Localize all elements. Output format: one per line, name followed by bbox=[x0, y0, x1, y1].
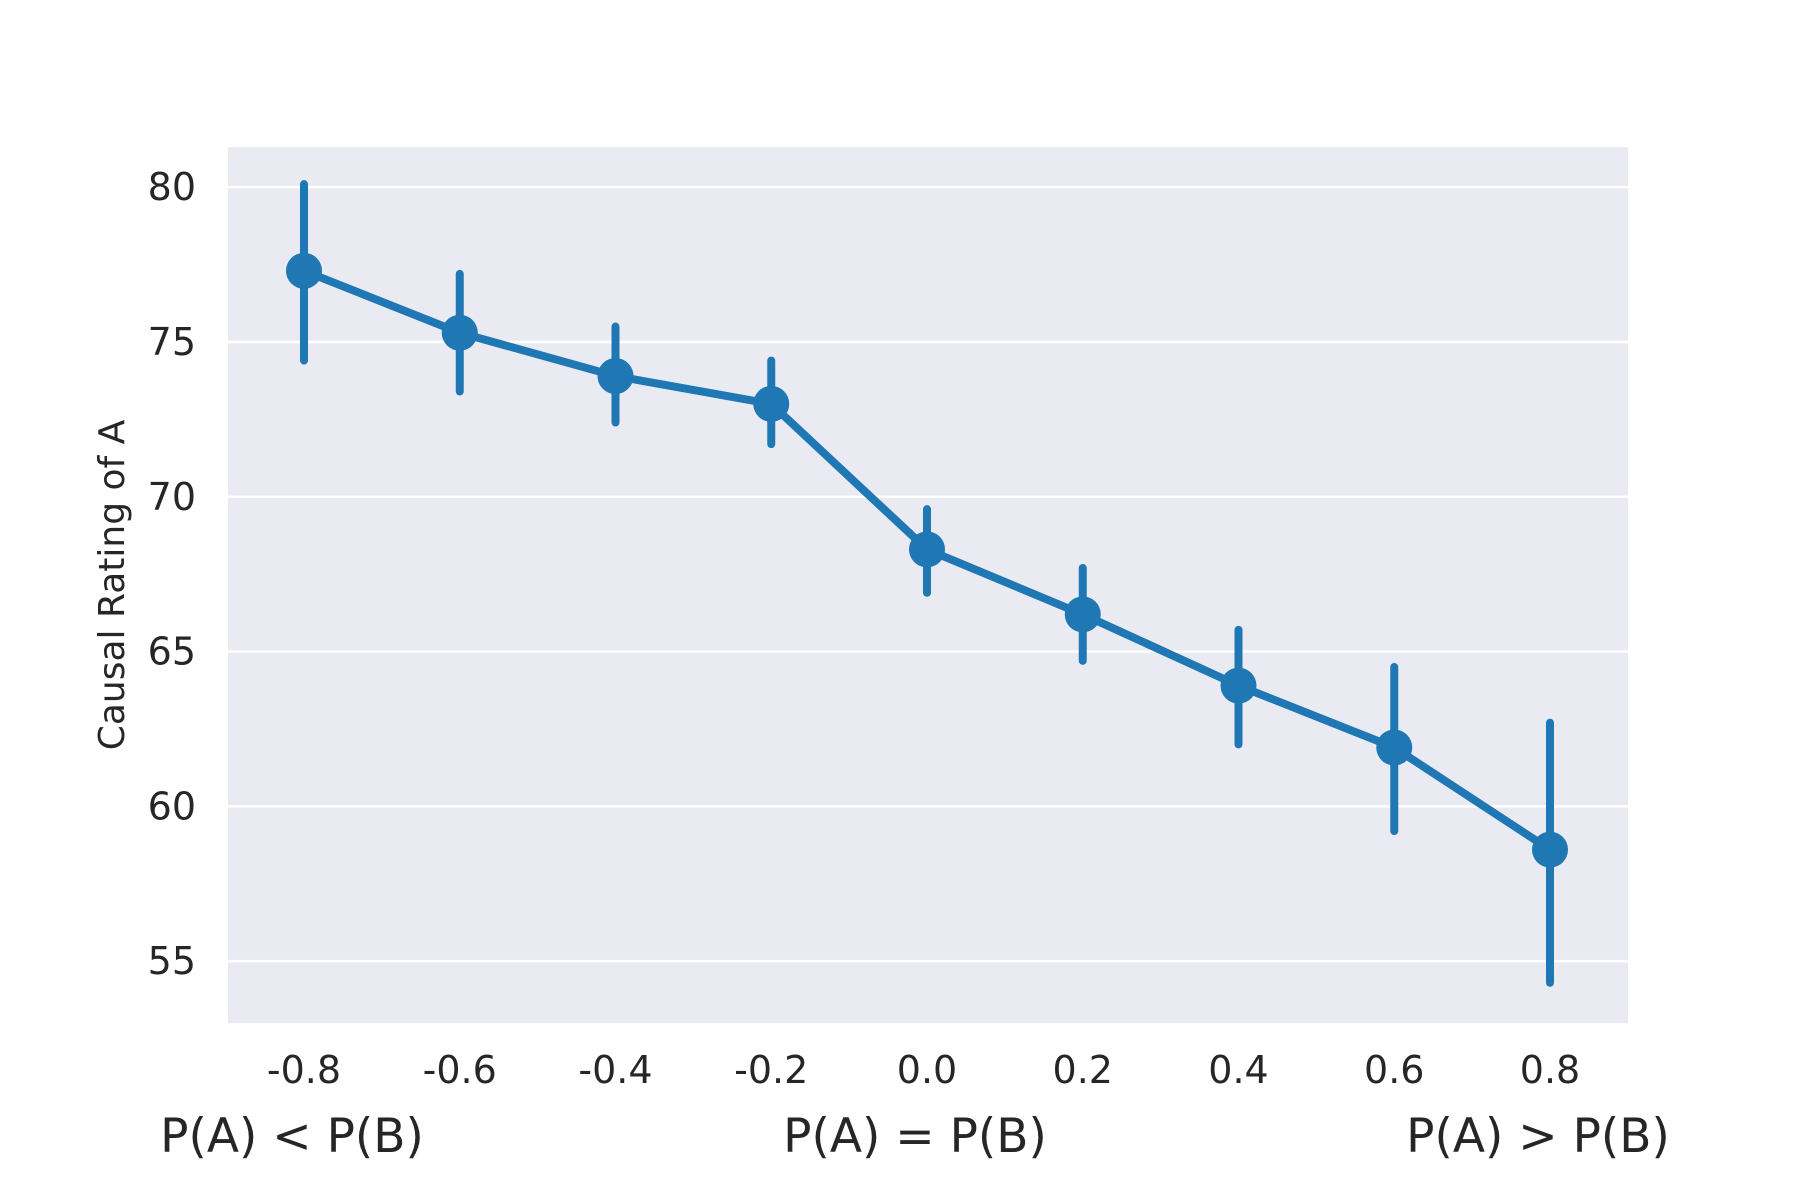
annotation-label: P(A) > P(B) bbox=[1406, 1109, 1670, 1164]
x-tick-label: 0.6 bbox=[1364, 1048, 1424, 1092]
grid-lines bbox=[228, 185, 1628, 963]
data-points bbox=[286, 252, 1568, 868]
data-point bbox=[1220, 667, 1257, 704]
data-point bbox=[753, 385, 790, 422]
data-point bbox=[441, 314, 478, 351]
y-axis-ticks: 55 60 65 70 75 80 bbox=[148, 165, 196, 983]
annotation-label: P(A) < P(B) bbox=[160, 1109, 424, 1164]
x-tick-label: -0.2 bbox=[734, 1048, 808, 1092]
y-tick-label: 60 bbox=[148, 784, 196, 828]
y-tick-label: 65 bbox=[148, 630, 196, 674]
y-tick-label: 70 bbox=[148, 475, 196, 519]
x-tick-label: -0.4 bbox=[578, 1048, 652, 1092]
data-point bbox=[286, 252, 322, 289]
y-tick-label: 80 bbox=[148, 165, 196, 209]
x-tick-label: -0.8 bbox=[267, 1048, 341, 1092]
data-point bbox=[1376, 729, 1413, 766]
y-axis-label: Causal Rating of A bbox=[92, 419, 133, 750]
y-tick-label: 75 bbox=[148, 320, 196, 364]
x-tick-label: 0.8 bbox=[1520, 1048, 1580, 1092]
annotation-label: P(A) = P(B) bbox=[783, 1109, 1047, 1164]
data-point bbox=[1064, 596, 1101, 633]
x-axis-ticks: -0.8 -0.6 -0.4 -0.2 0.0 0.2 0.4 0.6 0.8 bbox=[267, 1048, 1580, 1092]
x-tick-label: 0.4 bbox=[1208, 1048, 1268, 1092]
x-tick-label: -0.6 bbox=[423, 1048, 497, 1092]
data-point bbox=[1532, 831, 1568, 868]
data-point bbox=[909, 531, 945, 568]
annotations: P(A) < P(B) P(A) = P(B) P(A) > P(B) bbox=[160, 1109, 1670, 1164]
data-point bbox=[597, 358, 634, 395]
x-tick-label: 0.0 bbox=[897, 1048, 957, 1092]
y-tick-label: 55 bbox=[148, 939, 196, 983]
x-tick-label: 0.2 bbox=[1053, 1048, 1113, 1092]
